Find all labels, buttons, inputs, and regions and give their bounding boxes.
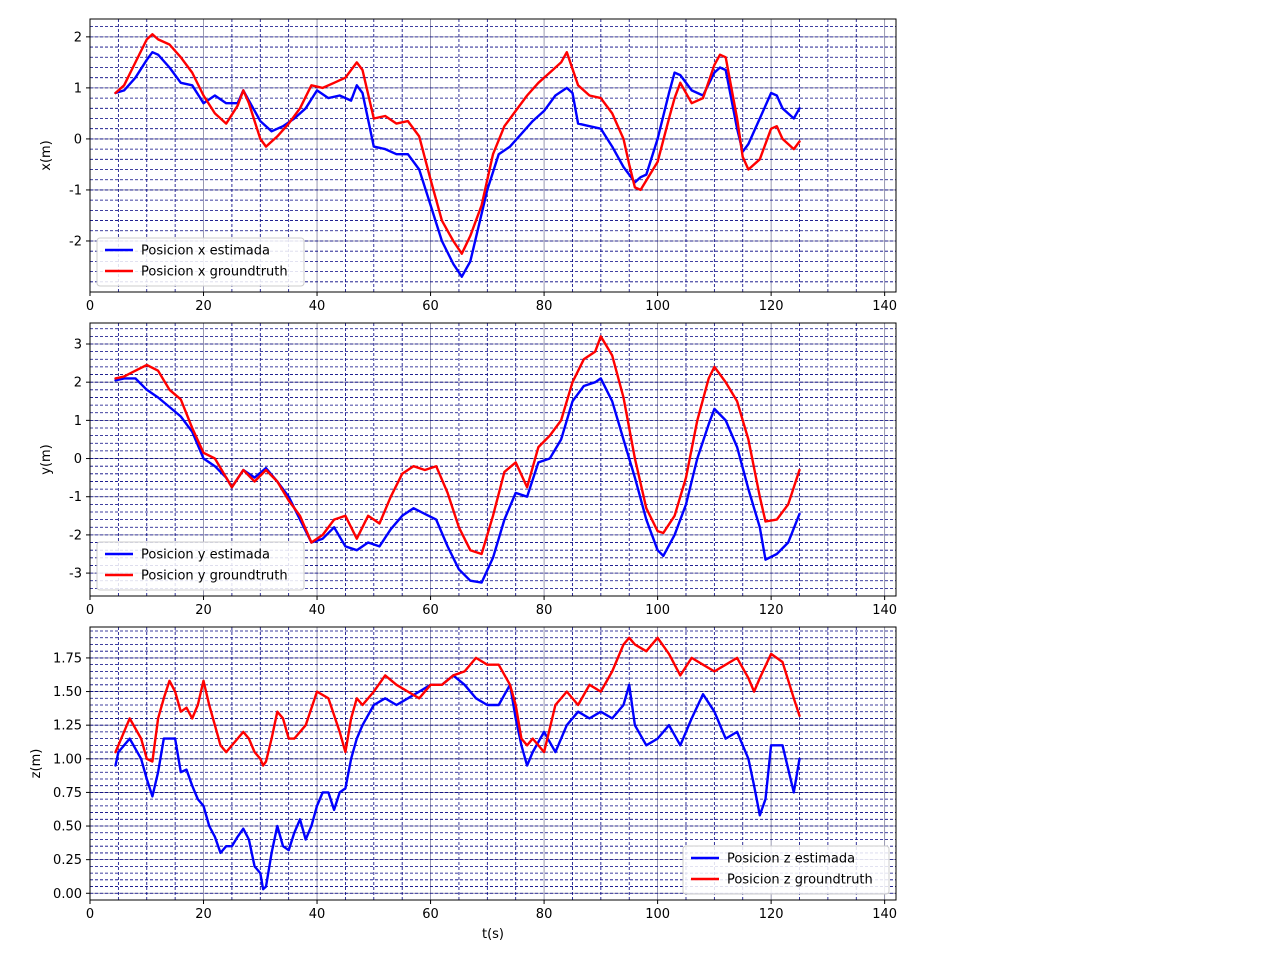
grid	[89, 19, 896, 293]
x-tick-label: 120	[759, 603, 784, 618]
legend: Posicion x estimada Posicion x groundtrut…	[96, 237, 305, 287]
y-tick-label: -3	[69, 567, 82, 582]
x-tick-label: 60	[422, 299, 439, 314]
x-tick-label: 140	[872, 299, 897, 314]
y-tick-label: 0.75	[53, 786, 82, 801]
y-tick-label: 3	[74, 338, 82, 353]
y-tick-label: -1	[69, 183, 82, 198]
y-tick-label: 1.00	[53, 752, 82, 767]
x-tick-label: 0	[86, 603, 94, 618]
series-line-2	[114, 636, 801, 767]
y-tick-label: -2	[69, 234, 82, 249]
series-line-2	[114, 33, 801, 255]
subplot-3: 0 20 40 60 80 100 120 140 0.00 0.25 0.50 0.75 1.00 1.…	[29, 626, 897, 942]
legend-box	[96, 541, 305, 591]
y-tick-label: 0.00	[53, 887, 82, 902]
x-tick-label: 140	[872, 603, 897, 618]
x-axis-label: t(s)	[482, 927, 504, 942]
y-axis-label: z(m)	[29, 749, 44, 779]
x-tick-label: 80	[536, 299, 553, 314]
x-tick-label: 0	[86, 299, 94, 314]
legend-label-1: Posicion y estimada	[141, 548, 270, 563]
x-tick-label: 120	[759, 907, 784, 922]
x-tick-label: 20	[195, 907, 212, 922]
y-tick-label: -1	[69, 490, 82, 505]
axes-frame	[89, 18, 897, 293]
legend-label-1: Posicion x estimada	[141, 244, 270, 259]
y-tick-label: 0	[74, 452, 82, 467]
y-tick-label: -2	[69, 528, 82, 543]
x-tick-label: 100	[645, 603, 670, 618]
x-tick-label: 100	[645, 907, 670, 922]
y-axis-label: x(m)	[39, 140, 54, 171]
y-tick-label: 2	[74, 30, 82, 45]
x-tick-label: 100	[645, 299, 670, 314]
axes-frame	[89, 322, 897, 597]
y-tick-label: 1.25	[53, 719, 82, 734]
x-tick-label: 120	[759, 299, 784, 314]
axes-frame	[89, 626, 897, 901]
x-tick-label: 80	[536, 907, 553, 922]
x-tick-label: 140	[872, 907, 897, 922]
y-axis-label: y(m)	[39, 444, 54, 475]
legend-label-2: Posicion z groundtruth	[727, 873, 873, 888]
legend-box	[96, 237, 305, 287]
x-tick-label: 20	[195, 299, 212, 314]
x-tick-label: 40	[309, 603, 326, 618]
y-tick-label: 1.50	[53, 685, 82, 700]
series-line-1	[114, 674, 801, 891]
x-tick-label: 80	[536, 603, 553, 618]
legend-box	[682, 845, 890, 895]
subplot-1: 0 20 40 60 80 100 120 140 -2 -1 0 1 2 x(m) Posicion x …	[39, 18, 897, 314]
subplot-2: 0 20 40 60 80 100 120 140 -3 -2 -1 0 1 2 3 y(m) Posicion…	[39, 322, 897, 618]
x-tick-label: 20	[195, 603, 212, 618]
y-tick-label: 0	[74, 132, 82, 147]
legend-label-2: Posicion x groundtruth	[141, 265, 288, 280]
x-tick-label: 60	[422, 603, 439, 618]
legend-label-2: Posicion y groundtruth	[141, 569, 288, 584]
legend-label-1: Posicion z estimada	[727, 852, 855, 867]
y-tick-label: 0.25	[53, 853, 82, 868]
x-tick-label: 60	[422, 907, 439, 922]
y-tick-label: 1	[74, 414, 82, 429]
y-tick-label: 1	[74, 81, 82, 96]
series-line-2	[114, 335, 801, 556]
x-tick-label: 0	[86, 907, 94, 922]
x-tick-label: 40	[309, 907, 326, 922]
x-tick-label: 40	[309, 299, 326, 314]
y-tick-label: 2	[74, 376, 82, 391]
grid	[89, 627, 896, 900]
legend: Posicion z estimada Posicion z groundtrut…	[682, 845, 890, 895]
grid	[89, 323, 896, 597]
legend: Posicion y estimada Posicion y groundtrut…	[96, 541, 305, 591]
y-tick-label: 0.50	[53, 820, 82, 835]
y-tick-label: 1.75	[53, 651, 82, 666]
